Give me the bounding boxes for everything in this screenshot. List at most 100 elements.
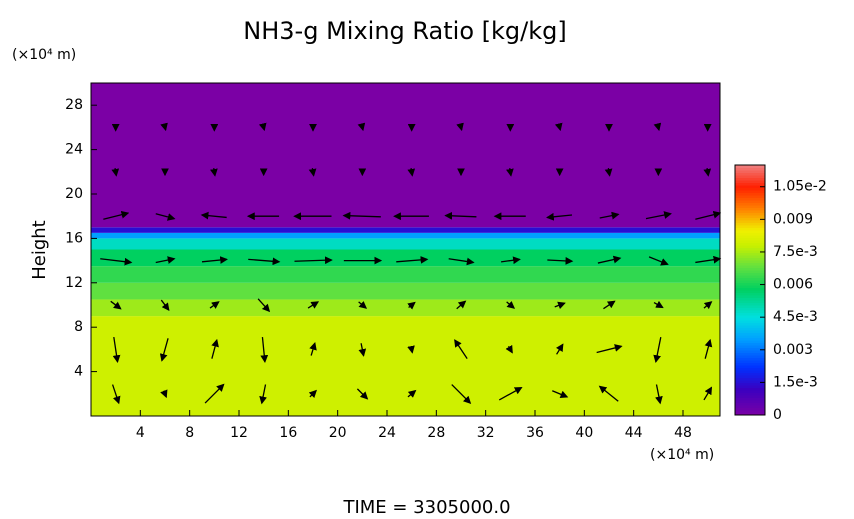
colorbar-cell xyxy=(735,355,765,358)
wind-vector xyxy=(210,167,218,177)
colorbar-cell xyxy=(735,350,765,353)
wind-vector xyxy=(159,338,169,362)
y-unit: (×10⁴ m) xyxy=(12,47,76,63)
colorbar-cell xyxy=(735,275,765,278)
colorbar-cell xyxy=(735,172,765,176)
colorbar-cell xyxy=(735,392,765,396)
colorbar-cell xyxy=(735,195,765,198)
wind-vector xyxy=(257,298,271,313)
x-tick-label: 32 xyxy=(477,425,495,441)
wind-vector xyxy=(704,338,713,359)
colorbar-cell xyxy=(735,200,765,203)
wind-vector xyxy=(396,255,429,264)
colorbar-cell xyxy=(735,372,765,376)
field-band xyxy=(91,227,720,233)
colorbar-cell xyxy=(735,255,765,258)
colorbar-cell xyxy=(735,282,765,286)
colorbar-cell xyxy=(735,335,765,338)
colorbar-cell xyxy=(735,167,765,171)
colorbar-cell xyxy=(735,240,765,243)
wind-vector xyxy=(160,122,168,132)
colorbar-tick-label: 7.5e-3 xyxy=(773,244,818,260)
colorbar-cell xyxy=(735,242,765,246)
colorbar-cell xyxy=(735,187,765,191)
x-tick-label: 24 xyxy=(378,425,396,441)
colorbar-cell xyxy=(735,220,765,223)
wind-vector xyxy=(357,122,366,132)
wind-vector xyxy=(596,344,623,354)
plot-frame xyxy=(90,82,721,417)
wind-vector xyxy=(546,212,573,221)
colorbar-cell xyxy=(735,345,765,348)
wind-vector xyxy=(259,384,267,405)
y-axis-label: Height xyxy=(29,220,50,280)
wind-vector xyxy=(451,384,472,404)
wind-vector xyxy=(100,257,133,266)
x-unit: (×10⁴ m) xyxy=(650,447,714,463)
colorbar-cell xyxy=(735,305,765,308)
wind-vector xyxy=(547,256,574,265)
wind-vector xyxy=(209,301,220,309)
colorbar-cell xyxy=(735,237,765,241)
wind-vector xyxy=(597,255,622,264)
wind-vector xyxy=(555,343,564,355)
wind-vector xyxy=(498,387,523,401)
x-tick-label: 44 xyxy=(625,425,643,441)
colorbar-cell xyxy=(735,385,765,388)
wind-vector xyxy=(358,343,367,357)
x-tick-label: 8 xyxy=(185,425,194,441)
colorbar-cell xyxy=(735,235,765,238)
wind-vector xyxy=(309,341,317,356)
colorbar-cell xyxy=(735,342,765,346)
colorbar-tick-label: 0.003 xyxy=(773,342,813,358)
colorbar-cell xyxy=(735,250,765,253)
wind-vector xyxy=(155,256,176,264)
colorbar-cell xyxy=(735,317,765,321)
wind-vector xyxy=(111,384,121,405)
wind-vector xyxy=(653,300,664,309)
colorbar-cell xyxy=(735,245,765,248)
wind-vector xyxy=(160,389,168,399)
wind-vector xyxy=(307,301,320,309)
wind-vector xyxy=(200,211,227,220)
colorbar-cell xyxy=(735,397,765,401)
colorbar-cell xyxy=(735,402,765,406)
colorbar-cell xyxy=(735,337,765,341)
wind-vector xyxy=(703,167,712,177)
x-tick-label: 12 xyxy=(230,425,248,441)
colorbar-cell xyxy=(735,390,765,393)
colorbar-cell xyxy=(735,260,765,263)
x-tick-label: 20 xyxy=(329,425,347,441)
colorbar-cell xyxy=(735,287,765,291)
wind-vector xyxy=(258,122,267,132)
colorbar-cell xyxy=(735,207,765,211)
footer: TIME = 3305000.0 xyxy=(342,497,510,518)
colorbar-cell xyxy=(735,180,765,183)
colorbar-cell xyxy=(735,175,765,178)
wind-vector xyxy=(308,167,317,177)
y-tick-label: 12 xyxy=(65,275,83,291)
colorbar-cell xyxy=(735,247,765,251)
colorbar-cell xyxy=(735,405,765,408)
colorbar-cell xyxy=(735,212,765,216)
colorbar-tick-label: 0.009 xyxy=(773,211,813,227)
colorbar-cell xyxy=(735,325,765,328)
y-tick-label: 24 xyxy=(65,142,83,158)
colorbar-cell xyxy=(735,395,765,398)
colorbar-cell xyxy=(735,227,765,231)
wind-vector xyxy=(110,300,122,310)
wind-vector xyxy=(204,383,225,404)
colorbar-cell xyxy=(735,190,765,193)
colorbar-cell xyxy=(735,215,765,218)
x-tick-label: 16 xyxy=(279,425,297,441)
chart-title: NH3-g Mixing Ratio [kg/kg] xyxy=(243,17,566,45)
colorbar-cell xyxy=(735,185,765,188)
wind-vector xyxy=(655,384,663,405)
wind-vector xyxy=(603,300,616,310)
colorbar-cell xyxy=(735,412,765,416)
colorbar-cell xyxy=(735,257,765,261)
wind-vector xyxy=(554,301,566,310)
field-band xyxy=(91,282,720,300)
wind-vector xyxy=(505,344,513,354)
colorbar-cell xyxy=(735,225,765,228)
